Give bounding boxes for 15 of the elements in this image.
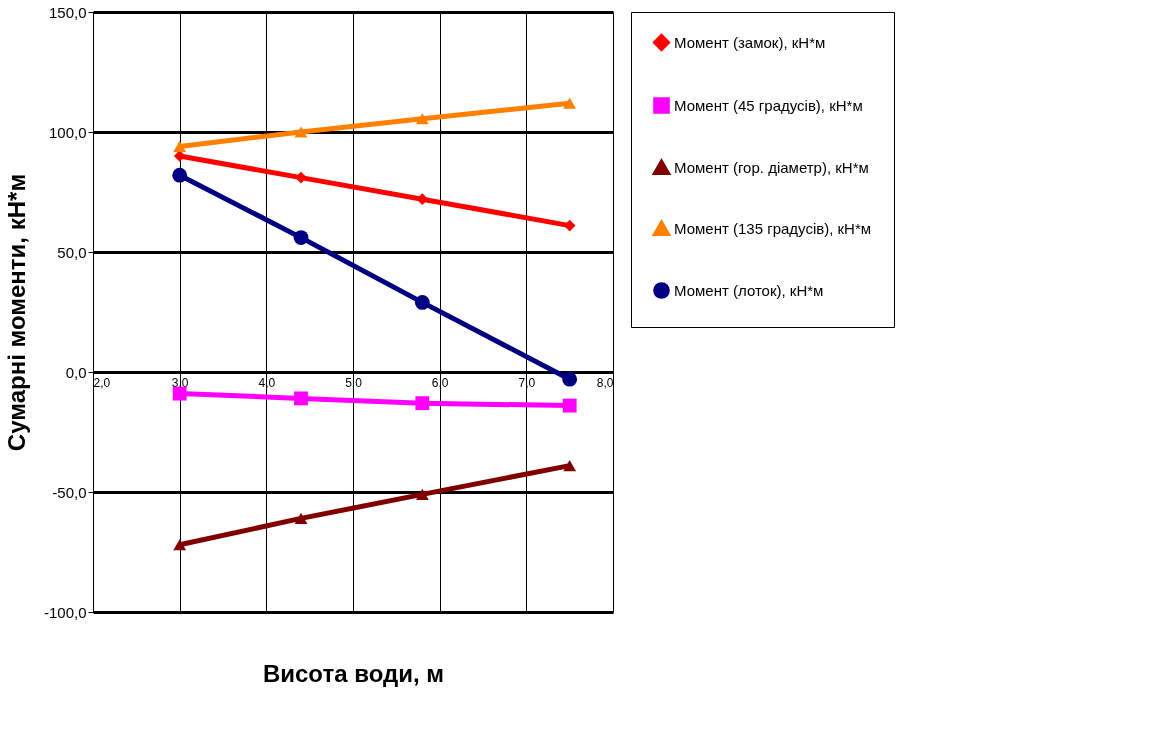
legend-label: Момент (45 градусів), кН*м xyxy=(674,96,863,114)
legend-label: Момент (лоток), кН*м xyxy=(674,281,824,299)
y-tick-label: -100,0 xyxy=(43,603,87,621)
y-axis-title: Сумарні моменти, кН*м xyxy=(2,173,30,452)
y-tick-label: 50,0 xyxy=(57,243,87,261)
legend-label: Момент (гор. діаметр), кН*м xyxy=(674,158,869,176)
x-axis-title: Висота води, м xyxy=(262,659,445,687)
y-tick-label: 0,0 xyxy=(65,363,87,381)
y-tick-label: -50,0 xyxy=(52,483,87,501)
legend-label: Момент (135 градусів), кН*м xyxy=(674,219,872,237)
x-tick-label: 8,0 xyxy=(596,375,614,390)
legend-label: Момент (замок), кН*м xyxy=(674,33,826,51)
x-tick-label: 2,0 xyxy=(93,375,111,390)
y-tick-label: 150,0 xyxy=(48,3,87,21)
y-tick-label: 100,0 xyxy=(48,123,87,141)
